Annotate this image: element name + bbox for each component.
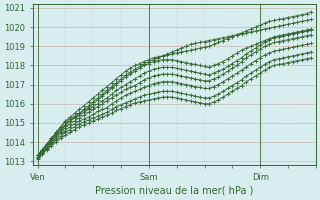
X-axis label: Pression niveau de la mer( hPa ): Pression niveau de la mer( hPa ) (95, 186, 253, 196)
